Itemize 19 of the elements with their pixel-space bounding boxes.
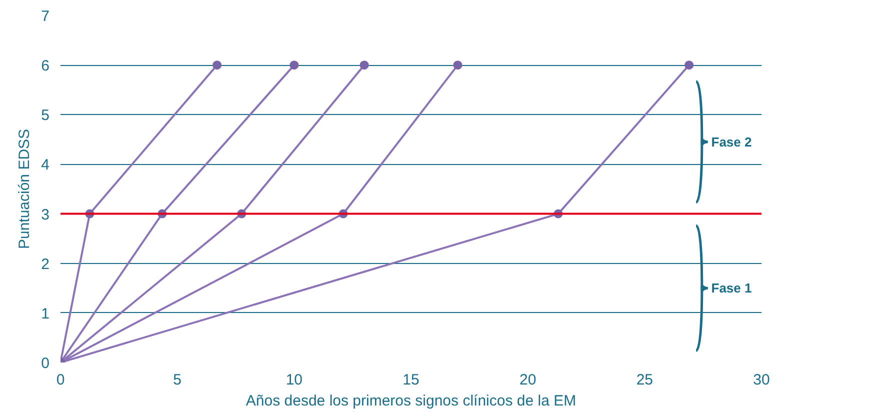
y-tick-label: 7 — [41, 8, 50, 25]
annotation: Fase 1 — [711, 280, 752, 296]
y-tick-label: 6 — [41, 58, 50, 75]
annotation: Fase 2 — [711, 134, 752, 150]
y-tick-label: 4 — [41, 156, 50, 174]
y-tick-label: 1 — [41, 305, 50, 322]
x-tick-label: 10 — [286, 372, 303, 388]
y-tick-label: 3 — [41, 206, 50, 224]
y-tick-label: 2 — [41, 256, 50, 273]
x-axis-title: Años desde los primeros signos clínicos de la EM — [246, 392, 576, 410]
y-tick-label: 0 — [41, 355, 50, 372]
x-tick-label: 20 — [519, 372, 536, 388]
y-axis-title: Puntuación EDSS — [16, 128, 34, 250]
x-tick-label: 0 — [56, 372, 65, 388]
y-tick-label: 5 — [41, 107, 50, 124]
x-tick-label: 25 — [636, 372, 654, 388]
x-tick-label: 15 — [402, 372, 420, 388]
x-tick-label: 5 — [173, 372, 182, 388]
x-tick-label: 30 — [753, 372, 770, 388]
